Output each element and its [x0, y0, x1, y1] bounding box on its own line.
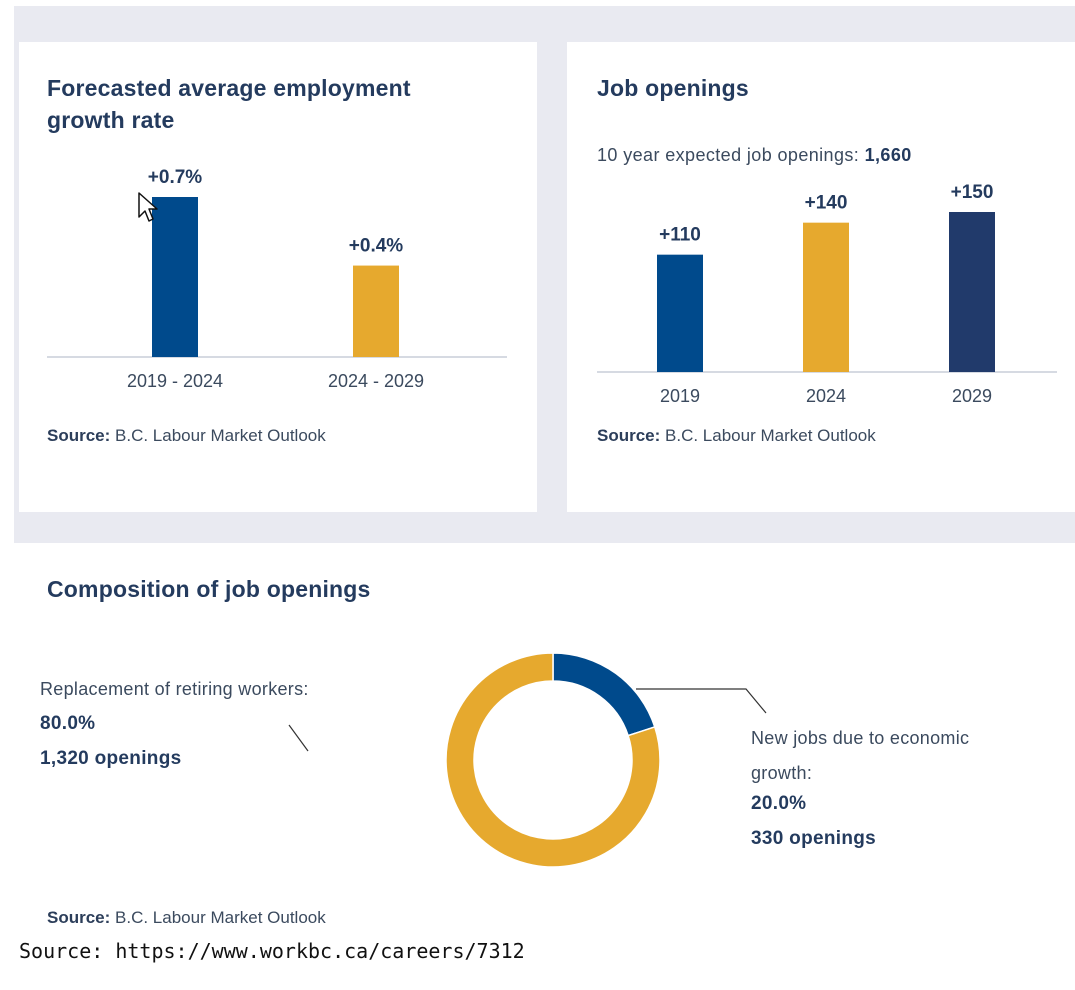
composition-source: Source: B.C. Labour Market Outlook: [47, 908, 326, 928]
bar-openings-2: [949, 212, 995, 372]
replacement-leader-line: [288, 724, 309, 752]
data-label-openings-1: +140: [805, 193, 848, 214]
openings-total-value: 1,660: [864, 145, 912, 165]
composition-card-title: Composition of job openings: [47, 576, 371, 602]
employment-growth-card: Forecasted average employment growth rat…: [19, 42, 537, 512]
bar-growth-0: [152, 197, 198, 357]
new-jobs-label: New jobs due to economic growth:: [751, 721, 969, 791]
replacement-openings: 1,320 openings: [40, 748, 182, 769]
replacement-percent: 80.0%: [40, 713, 96, 734]
donut-slice-0: [552, 652, 656, 737]
openings-source-label: Source:: [597, 426, 661, 445]
growth-card-title: Forecasted average employment growth rat…: [47, 72, 411, 136]
composition-source-text: B.C. Labour Market Outlook: [110, 908, 326, 927]
openings-card-title: Job openings: [597, 75, 749, 101]
openings-source: Source: B.C. Labour Market Outlook: [597, 426, 876, 446]
data-label-openings-2: +150: [951, 182, 994, 203]
composition-card: Composition of job openings Replacement …: [14, 543, 1075, 990]
tick-label-openings-2: 2029: [952, 386, 992, 406]
openings-subtitle-text: 10 year expected job openings:: [597, 145, 865, 165]
tick-label-growth-0: 2019 - 2024: [127, 371, 223, 391]
mouse-pointer-icon: [138, 192, 158, 222]
growth-source-label: Source:: [47, 426, 111, 445]
growth-source: Source: B.C. Labour Market Outlook: [47, 426, 326, 446]
growth-source-text: B.C. Labour Market Outlook: [110, 426, 326, 445]
openings-bar-chart: +110 2019 +140 2024 +150 2029: [597, 182, 1057, 406]
replacement-label: Replacement of retiring workers:: [40, 679, 309, 699]
bar-growth-1: [353, 265, 399, 357]
bar-openings-1: [803, 222, 849, 372]
openings-source-text: B.C. Labour Market Outlook: [660, 426, 876, 445]
new-jobs-label-line2: growth:: [751, 763, 813, 783]
growth-title-line1: Forecasted average employment: [47, 75, 411, 101]
new-jobs-percent: 20.0%: [751, 793, 807, 814]
new-jobs-openings: 330 openings: [751, 828, 877, 849]
openings-subtitle: 10 year expected job openings: 1,660: [597, 145, 912, 166]
growth-bar-chart: +0.7% 2019 - 2024 +0.4% 2024 - 2029: [47, 167, 507, 391]
url-source-caption: Source: https://www.workbc.ca/careers/73…: [19, 939, 529, 963]
tick-label-openings-0: 2019: [660, 386, 700, 406]
new-jobs-leader-line: [636, 688, 767, 714]
composition-source-label: Source:: [47, 908, 111, 927]
data-label-growth-0: +0.7%: [148, 167, 203, 188]
tick-label-openings-1: 2024: [806, 386, 846, 406]
donut-slice-1: [445, 652, 661, 868]
data-label-growth-1: +0.4%: [349, 236, 404, 257]
growth-title-line2: growth rate: [47, 107, 175, 133]
data-label-openings-0: +110: [659, 225, 701, 246]
job-openings-card: Job openings 10 year expected job openin…: [567, 42, 1075, 512]
new-jobs-label-line1: New jobs due to economic: [751, 728, 970, 748]
bar-openings-0: [657, 254, 703, 372]
tick-label-growth-1: 2024 - 2029: [328, 371, 424, 391]
composition-donut-chart: [288, 652, 767, 868]
